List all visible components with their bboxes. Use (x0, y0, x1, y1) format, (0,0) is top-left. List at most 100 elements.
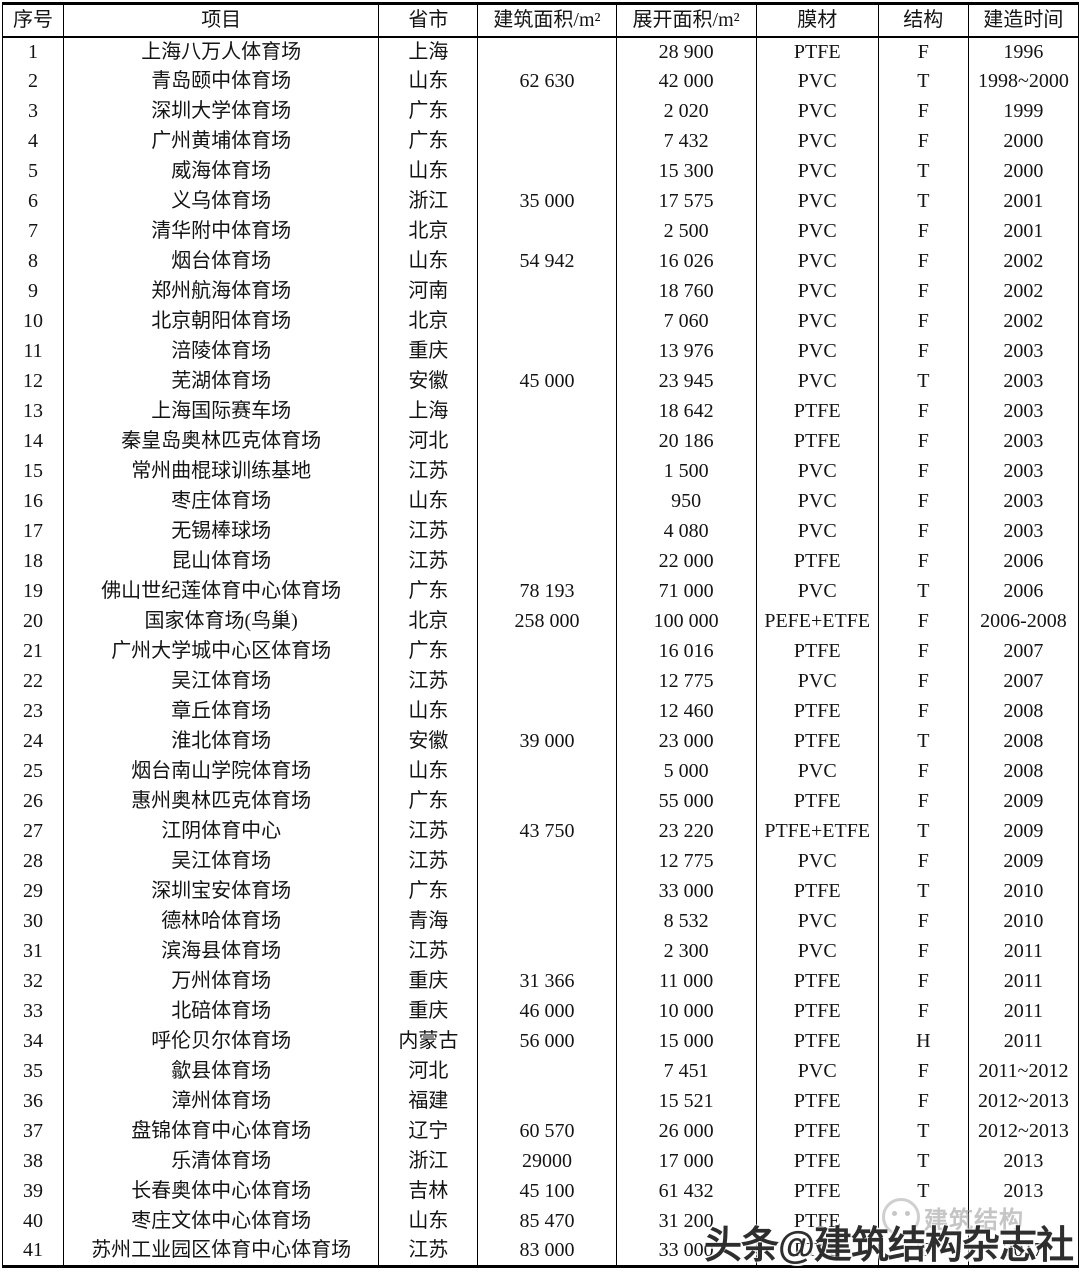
cell-expanded-area: 5 000 (616, 756, 757, 787)
cell-index: 31 (2, 936, 65, 967)
cell-membrane: PVC (756, 276, 879, 307)
table-row: 23 章丘体育场 山东 12 460 PTFE F 2008 (2, 696, 1080, 727)
cell-province: 吉林 (378, 1176, 479, 1207)
table-row: 34 呼伦贝尔体育场 内蒙古 56 000 15 000 PTFE H 2011 (2, 1026, 1080, 1057)
table-row: 32 万州体育场 重庆 31 366 11 000 PTFE F 2011 (2, 966, 1080, 997)
cell-province: 山东 (378, 1206, 479, 1237)
cell-structure: F (878, 396, 969, 427)
cell-province: 福建 (378, 1086, 479, 1117)
cell-structure: F (878, 216, 969, 247)
cell-building-area (477, 1086, 617, 1117)
cell-membrane: PVC (756, 126, 879, 157)
cell-building-area (477, 696, 617, 727)
cell-index: 11 (2, 336, 65, 367)
cell-build-time: 2008 (968, 726, 1080, 757)
cell-index: 34 (2, 1026, 65, 1057)
cell-structure: T (878, 156, 969, 187)
cell-building-area: 60 570 (477, 1116, 617, 1147)
cell-structure: T (878, 186, 969, 217)
cell-project: 章丘体育场 (63, 696, 380, 727)
cell-expanded-area: 2 500 (616, 216, 757, 247)
cell-project: 盘锦体育中心体育场 (63, 1116, 380, 1147)
table-row: 11 涪陵体育场 重庆 13 976 PVC F 2003 (2, 336, 1080, 367)
cell-build-time: 2010 (968, 906, 1080, 937)
table-header-row: 序号 项目 省市 建筑面积/m² 展开面积/m² 膜材 结构 建造时间 (2, 3, 1080, 38)
cell-building-area (477, 336, 617, 367)
cell-province: 江苏 (378, 936, 479, 967)
column-header-index: 序号 (2, 3, 65, 38)
cell-build-time (968, 1206, 1080, 1237)
cell-province: 青海 (378, 906, 479, 937)
cell-expanded-area: 16 016 (616, 636, 757, 667)
cell-structure: F (878, 786, 969, 817)
cell-membrane: PTFE (756, 1206, 879, 1237)
cell-structure: F (878, 516, 969, 547)
cell-project: 枣庄文体中心体育场 (63, 1206, 380, 1237)
cell-expanded-area: 8 532 (616, 906, 757, 937)
cell-project: 佛山世纪莲体育中心体育场 (63, 576, 380, 607)
cell-province: 江苏 (378, 816, 479, 847)
cell-build-time: 2012~2013 (968, 1116, 1080, 1147)
cell-build-time: 2011 (968, 1026, 1080, 1057)
cell-building-area (477, 96, 617, 127)
cell-province: 北京 (378, 306, 479, 337)
cell-index: 40 (2, 1206, 65, 1237)
cell-project: 广州大学城中心区体育场 (63, 636, 380, 667)
cell-structure: F (878, 606, 969, 637)
table-row: 27 江阴体育中心 江苏 43 750 23 220 PTFE+ETFE T 2… (2, 816, 1080, 847)
cell-structure: F (878, 546, 969, 577)
cell-building-area (477, 636, 617, 667)
cell-build-time: 2003 (968, 426, 1080, 457)
cell-province: 江苏 (378, 846, 479, 877)
cell-building-area: 62 630 (477, 66, 617, 97)
cell-building-area: 56 000 (477, 1026, 617, 1057)
cell-province: 江苏 (378, 516, 479, 547)
cell-building-area: 258 000 (477, 606, 617, 637)
cell-structure: F (878, 456, 969, 487)
cell-index: 6 (2, 186, 65, 217)
cell-index: 36 (2, 1086, 65, 1117)
column-header-expanded-area: 展开面积/m² (616, 3, 757, 38)
cell-expanded-area: 26 000 (616, 1116, 757, 1147)
cell-index: 4 (2, 126, 65, 157)
cell-build-time: 2011 (968, 936, 1080, 967)
cell-build-time: 2010 (968, 876, 1080, 907)
cell-membrane: PTFE (756, 726, 879, 757)
cell-index: 30 (2, 906, 65, 937)
cell-build-time: 2013 (968, 1146, 1080, 1177)
cell-expanded-area: 28 900 (616, 36, 757, 67)
cell-project: 无锡棒球场 (63, 516, 380, 547)
cell-index: 9 (2, 276, 65, 307)
column-header-structure: 结构 (878, 3, 969, 38)
cell-building-area: 29000 (477, 1146, 617, 1177)
cell-index: 5 (2, 156, 65, 187)
cell-build-time: 2003 (968, 516, 1080, 547)
cell-structure: T (878, 576, 969, 607)
cell-index: 27 (2, 816, 65, 847)
cell-project: 烟台南山学院体育场 (63, 756, 380, 787)
cell-building-area: 35 000 (477, 186, 617, 217)
cell-expanded-area: 33 000 (616, 876, 757, 907)
cell-expanded-area: 12 775 (616, 666, 757, 697)
cell-province: 浙江 (378, 1146, 479, 1177)
cell-province: 江苏 (378, 666, 479, 697)
cell-project: 呼伦贝尔体育场 (63, 1026, 380, 1057)
table-row: 12 芜湖体育场 安徽 45 000 23 945 PVC T 2003 (2, 366, 1080, 397)
cell-province: 北京 (378, 216, 479, 247)
cell-project: 国家体育场(鸟巢) (63, 606, 380, 637)
column-header-province: 省市 (378, 3, 479, 38)
cell-structure: H (878, 1026, 969, 1057)
cell-building-area (477, 36, 617, 67)
cell-index: 7 (2, 216, 65, 247)
cell-expanded-area: 2 300 (616, 936, 757, 967)
cell-province: 上海 (378, 36, 479, 67)
cell-structure: F (878, 246, 969, 277)
cell-province: 广东 (378, 96, 479, 127)
table-row: 1 上海八万人体育场 上海 28 900 PTFE F 1996 (2, 36, 1080, 67)
watermark-ghost-text: 建筑结构 (924, 1207, 1024, 1234)
table-row: 38 乐清体育场 浙江 29000 17 000 PTFE T 2013 (2, 1146, 1080, 1177)
cell-index: 18 (2, 546, 65, 577)
cell-membrane: PTFE (756, 876, 879, 907)
cell-build-time: 2008 (968, 756, 1080, 787)
cell-expanded-area: 20 186 (616, 426, 757, 457)
